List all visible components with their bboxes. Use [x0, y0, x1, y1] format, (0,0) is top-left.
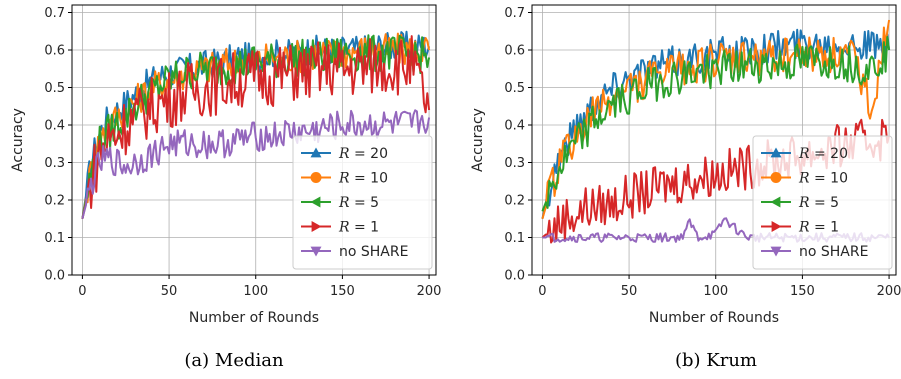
- panel-caption: (a) Median: [184, 350, 284, 371]
- y-tick-label: 0.0: [504, 269, 525, 284]
- x-tick-label: 0: [78, 284, 86, 299]
- legend-label: R = 20: [798, 146, 848, 162]
- series-line: [81, 109, 431, 220]
- legend-label-var: R: [798, 195, 810, 211]
- legend-label-value: = 5: [350, 195, 380, 211]
- y-axis-label: Accuracy: [10, 108, 26, 172]
- legend-label: no SHARE: [799, 244, 868, 260]
- chart-krum: 0.0 0.1 0.2 0.3 0.4 0.5 0.6 0.7 0 50 100 150 200 Numb…: [470, 4, 901, 371]
- legend-label: R = 10: [338, 171, 388, 187]
- y-tick-label: 0.2: [504, 194, 525, 209]
- legend-marker: [771, 221, 782, 232]
- legend-item: R = 10: [301, 171, 388, 187]
- legend: R = 20R = 10R = 5R = 1no SHARE: [752, 135, 893, 270]
- legend-item: R = 5: [761, 195, 839, 211]
- y-tick-label: 0.1: [504, 231, 525, 246]
- legend-item: R = 10: [761, 171, 848, 187]
- y-tick-label: 0.3: [44, 156, 65, 171]
- y-tick-label: 0.4: [44, 119, 65, 134]
- plot-frame: [531, 4, 897, 276]
- y-tick-label: 0.6: [504, 44, 525, 59]
- x-tick-label: 50: [621, 284, 638, 299]
- x-tick-label: 200: [877, 284, 901, 299]
- legend-marker: [770, 172, 782, 183]
- legend-label: R = 5: [798, 195, 839, 211]
- legend-label: R = 20: [338, 146, 388, 162]
- legend-box: [292, 135, 433, 270]
- legend-label-var: R: [338, 146, 350, 162]
- y-tick-label: 0.6: [44, 44, 65, 59]
- legend-label-var: R: [338, 195, 350, 211]
- y-tick-label: 0.5: [504, 81, 525, 96]
- legend-marker: [310, 196, 321, 208]
- x-tick-label: 100: [703, 284, 728, 299]
- legend-item: R = 20: [761, 146, 848, 162]
- legend-box: [752, 135, 893, 270]
- y-tick-label: 0.3: [504, 156, 525, 171]
- x-tick-label: 0: [538, 284, 546, 299]
- legend-label: R = 10: [798, 171, 848, 187]
- legend-label-value: = 5: [810, 195, 840, 211]
- legend-label-value: = 10: [350, 171, 388, 187]
- legend-label: R = 1: [798, 220, 839, 236]
- legend-marker: [770, 147, 782, 158]
- legend-marker: [770, 246, 782, 257]
- legend-marker: [770, 196, 781, 208]
- legend-item: R = 5: [301, 195, 379, 211]
- legend-label-value: = 1: [350, 220, 380, 236]
- legend-item: no SHARE: [761, 244, 868, 260]
- chart-median: 0.0 0.1 0.2 0.3 0.4 0.5 0.6 0.7 0 50 100 150 200 Numb…: [10, 4, 442, 371]
- legend-label: R = 5: [338, 195, 379, 211]
- panel-caption: (b) Krum: [675, 350, 757, 371]
- x-tick-label: 50: [161, 284, 178, 299]
- plot-frame: [71, 4, 437, 276]
- legend-label-var: R: [338, 220, 350, 236]
- legend-item: R = 1: [761, 220, 839, 236]
- legend-label-var: R: [798, 146, 810, 162]
- legend-marker: [310, 246, 322, 257]
- y-tick-label: 0.4: [504, 119, 525, 134]
- legend-label: no SHARE: [339, 244, 408, 260]
- x-tick-label: 150: [330, 284, 355, 299]
- legend-label: R = 1: [338, 220, 379, 236]
- y-tick-label: 0.0: [44, 269, 65, 284]
- y-axis-label: Accuracy: [470, 108, 486, 172]
- series-line: [541, 36, 891, 212]
- series-line: [81, 35, 431, 220]
- legend-label-value: = 20: [810, 146, 848, 162]
- legend-label-var: R: [338, 171, 350, 187]
- legend-label-value: = 1: [810, 220, 840, 236]
- y-tick-label: 0.5: [44, 81, 65, 96]
- x-tick-label: 100: [243, 284, 268, 299]
- y-tick-label: 0.1: [44, 231, 65, 246]
- legend-item: no SHARE: [301, 244, 408, 260]
- legend-marker: [310, 172, 322, 183]
- legend-label-value: = 10: [810, 171, 848, 187]
- legend-marker: [311, 221, 322, 232]
- x-tick-label: 200: [417, 284, 442, 299]
- y-tick-label: 0.2: [44, 194, 65, 209]
- legend-label-var: R: [798, 171, 810, 187]
- y-tick-label: 0.7: [44, 6, 65, 21]
- x-axis-label: Number of Rounds: [649, 310, 779, 326]
- legend-item: R = 1: [301, 220, 379, 236]
- legend-label-value: = 20: [350, 146, 388, 162]
- legend-label-var: R: [798, 220, 810, 236]
- x-tick-label: 150: [790, 284, 815, 299]
- y-tick-label: 0.7: [504, 6, 525, 21]
- legend-item: R = 20: [301, 146, 388, 162]
- legend: R = 20R = 10R = 5R = 1no SHARE: [292, 135, 433, 270]
- legend-marker: [310, 147, 322, 158]
- x-axis-label: Number of Rounds: [189, 310, 319, 326]
